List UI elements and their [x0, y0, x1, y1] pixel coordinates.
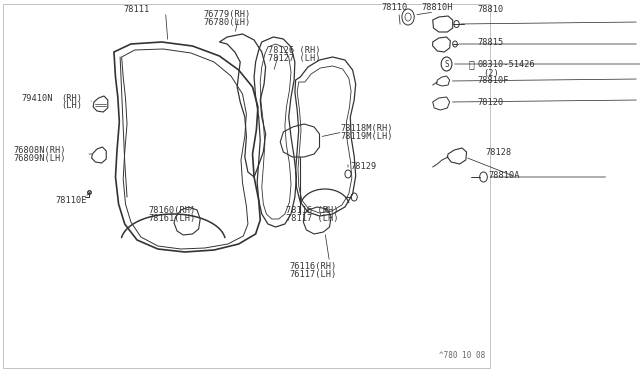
Text: 76779(RH): 76779(RH) — [204, 10, 251, 19]
Text: 78810F: 78810F — [477, 76, 509, 84]
Text: 78110: 78110 — [381, 3, 407, 12]
Text: 78118M(RH): 78118M(RH) — [340, 124, 393, 132]
Text: 76780(LH): 76780(LH) — [204, 17, 251, 26]
Text: 78111: 78111 — [124, 4, 150, 13]
Text: 76808N(RH): 76808N(RH) — [14, 145, 67, 154]
Text: (RH): (RH) — [61, 93, 83, 103]
Text: 78161(LH): 78161(LH) — [149, 214, 196, 222]
Text: 78120: 78120 — [477, 97, 504, 106]
Text: 78126 (RH): 78126 (RH) — [268, 45, 321, 55]
Text: 78129: 78129 — [350, 161, 376, 170]
Text: 78810H: 78810H — [422, 3, 453, 12]
Text: 76117(LH): 76117(LH) — [289, 270, 336, 279]
Text: 76116(RH): 76116(RH) — [289, 263, 336, 272]
Text: 78110E: 78110E — [55, 196, 86, 205]
Text: (LH): (LH) — [61, 100, 83, 109]
Text: 78128: 78128 — [486, 148, 512, 157]
Text: Ⓢ: Ⓢ — [468, 59, 474, 69]
Text: 78815: 78815 — [477, 38, 504, 46]
Text: (2): (2) — [483, 68, 499, 77]
Text: 78119M(LH): 78119M(LH) — [340, 131, 393, 141]
Text: 08310-51426: 08310-51426 — [477, 60, 535, 68]
Text: 78116 (RH): 78116 (RH) — [286, 205, 339, 215]
Text: 78160(RH): 78160(RH) — [149, 205, 196, 215]
Text: 76809N(LH): 76809N(LH) — [14, 154, 67, 163]
Text: 78117 (LH): 78117 (LH) — [286, 214, 339, 222]
Text: 78810: 78810 — [477, 4, 504, 13]
Text: 79410N: 79410N — [22, 93, 53, 103]
Text: ^780 10 08: ^780 10 08 — [439, 351, 485, 360]
Text: 78810A: 78810A — [489, 170, 520, 180]
Text: S: S — [444, 60, 449, 68]
Text: 78127 (LH): 78127 (LH) — [268, 54, 321, 62]
